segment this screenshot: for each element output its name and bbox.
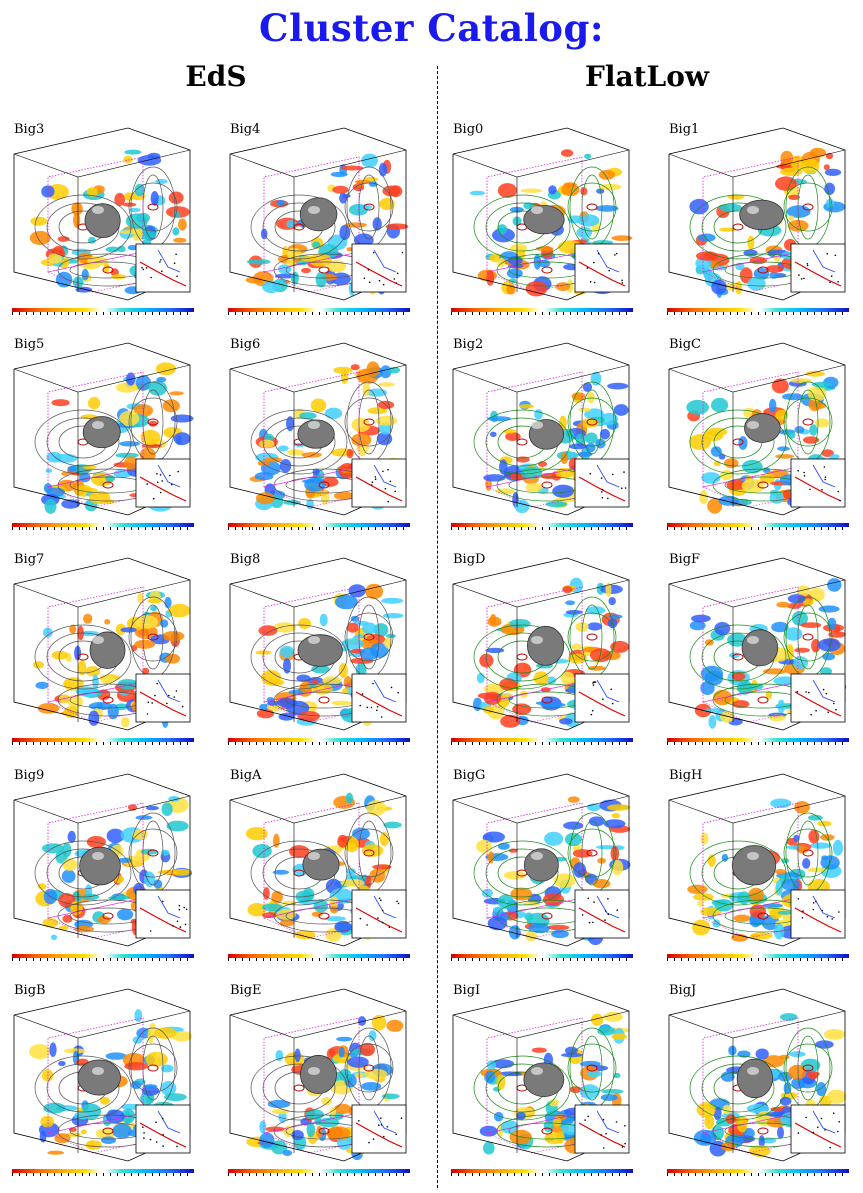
cluster-panel-label: Big3 [14,122,45,137]
cluster-panel-label: BigB [14,983,46,998]
cluster-panel: BigF [663,552,853,757]
cluster-panel-label: Big5 [14,337,45,352]
cluster-cube-figure [229,988,407,1162]
cluster-panel: BigG [447,768,637,973]
colorbar [12,523,194,530]
cluster-panel-label: BigI [453,983,481,998]
cluster-panel: BigC [663,337,853,542]
cluster-panel-label: BigH [669,768,703,783]
colorbar [667,1169,849,1176]
colorbar [228,738,410,745]
colorbar [12,1169,194,1176]
colorbar [451,738,633,745]
cluster-cube-figure [452,342,630,516]
cluster-panel: BigE [224,983,414,1188]
cluster-panel-label: BigJ [669,983,697,998]
cluster-cube-figure [229,557,407,731]
catalog-title: Cluster Catalog: [259,6,604,50]
colorbar [667,523,849,530]
colorbar [228,954,410,961]
colorbar [228,308,410,315]
cluster-cube-figure [668,988,847,1162]
colorbar [12,308,194,315]
cluster-panel-label: Big7 [14,552,45,567]
cluster-panel: Big0 [447,122,637,327]
colorbar [12,738,194,745]
cluster-panel-label: BigA [230,768,262,783]
cluster-panel-label: BigG [453,768,486,783]
cluster-panel-label: Big8 [230,552,261,567]
cluster-panel-label: BigF [669,552,701,567]
cluster-panel-label: Big1 [669,122,700,137]
cluster-cube-figure [452,557,630,731]
colorbar [12,954,194,961]
colorbar [228,523,410,530]
cluster-cube-figure [452,127,633,301]
cluster-cube-figure [13,557,191,731]
cluster-panel: Big5 [8,337,198,542]
colorbar [451,308,633,315]
cluster-cube-figure [452,988,630,1162]
cluster-panel: BigH [663,768,853,973]
cluster-cube-figure [13,988,193,1162]
colorbar [451,523,633,530]
cluster-panel-label: Big4 [230,122,261,137]
column-heading-flatlow: FlatLow [584,60,710,93]
cluster-cube-figure [229,773,407,947]
cluster-panel: BigI [447,983,637,1188]
cluster-cube-figure [452,773,631,947]
cluster-panel-label: Big9 [14,768,45,783]
cluster-panel: BigA [224,768,414,973]
column-heading-eds: EdS [185,60,247,93]
cluster-cube-figure [668,557,847,731]
cluster-panel: BigD [447,552,637,757]
cluster-cube-figure [13,773,193,947]
cluster-panel-label: Big6 [230,337,261,352]
column-divider [437,66,438,1188]
cluster-panel: Big3 [8,122,198,327]
colorbar [667,308,849,315]
colorbar [451,954,633,961]
colorbar [228,1169,410,1176]
cluster-panel: Big9 [8,768,198,973]
cluster-panel-label: Big0 [453,122,484,137]
cluster-cube-figure [229,127,409,301]
cluster-panel: Big2 [447,337,637,542]
cluster-cube-figure [229,342,407,516]
cluster-panel: BigJ [663,983,853,1188]
cluster-panel-label: BigE [230,983,262,998]
colorbar [667,954,849,961]
colorbar [451,1169,633,1176]
cluster-panel-label: BigC [669,337,701,352]
cluster-cube-figure [13,127,191,301]
cluster-cube-figure [668,342,846,516]
cluster-panel: BigB [8,983,198,1188]
cluster-panel: Big8 [224,552,414,757]
cluster-panel-label: Big2 [453,337,484,352]
cluster-cube-figure [13,342,194,516]
cluster-cube-figure [668,773,846,947]
cluster-cube-figure [668,127,846,301]
cluster-panel: Big6 [224,337,414,542]
colorbar [667,738,849,745]
cluster-panel: Big4 [224,122,414,327]
cluster-panel: Big1 [663,122,853,327]
cluster-panel: Big7 [8,552,198,757]
cluster-panel-label: BigD [453,552,486,567]
